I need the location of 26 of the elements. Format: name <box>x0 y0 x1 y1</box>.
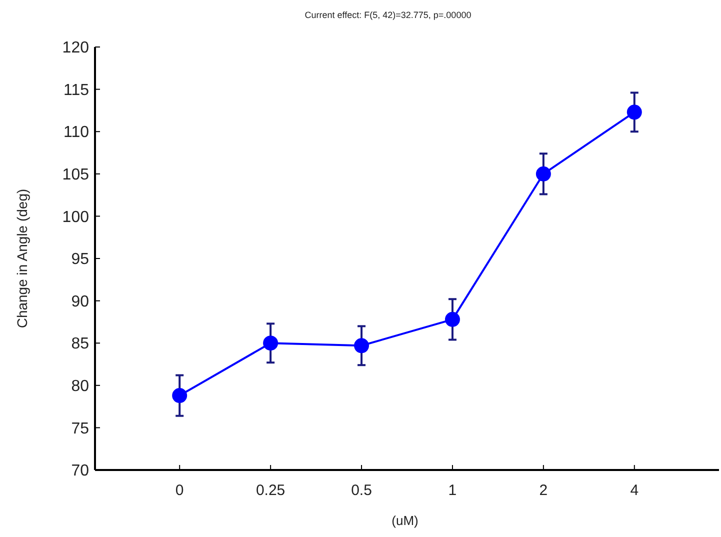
y-tick-label: 85 <box>71 336 90 353</box>
point <box>536 166 551 182</box>
x-tick-label: 0 <box>175 482 184 499</box>
x-tick-label: 2 <box>539 482 548 499</box>
y-tick-label: 100 <box>62 208 90 226</box>
point <box>444 312 460 327</box>
y-tick-label: 120 <box>62 40 90 57</box>
y-axis-title: Change in Angle (deg) <box>14 188 30 328</box>
x-tick-label: 0.5 <box>351 482 372 499</box>
y-tick-label: 115 <box>63 82 90 99</box>
y-tick-label: 75 <box>71 420 90 438</box>
y-tick-label: 105 <box>62 166 90 184</box>
x-tick-label: 4 <box>630 482 639 499</box>
point <box>263 336 278 351</box>
y-tick-label: 70 <box>71 462 90 480</box>
y-tick-label: 90 <box>71 293 90 310</box>
y-tick-label: 110 <box>63 124 90 142</box>
x-tick-label: 0.25 <box>256 482 286 499</box>
x-tick-label: 1 <box>448 482 457 499</box>
chart-title: Current effect: F(5, 42)=32.775, p=.00000 <box>304 10 472 20</box>
point <box>172 388 188 404</box>
y-tick-label: 80 <box>71 378 90 395</box>
point <box>626 104 642 120</box>
x-axis-title: (uM) <box>392 513 418 528</box>
point <box>354 338 370 354</box>
y-tick-label: 95 <box>71 251 90 268</box>
